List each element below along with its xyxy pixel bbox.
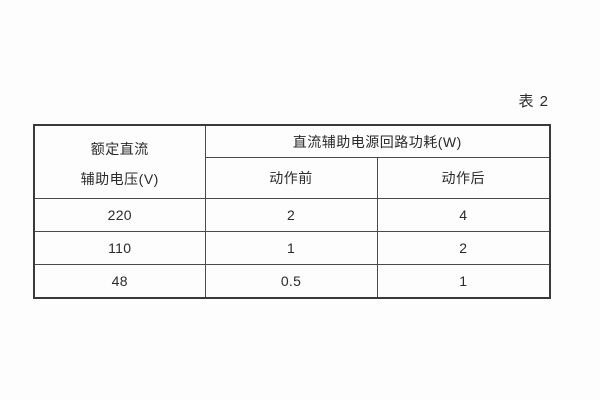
header-rated-voltage-line2: 辅助电压(V) (80, 171, 159, 187)
header-cell-after-operation: 动作后 (376, 157, 551, 199)
cell-after: 4 (376, 198, 551, 232)
table-row: 110 1 2 (33, 231, 551, 265)
cell-voltage: 48 (33, 264, 206, 299)
cell-after: 1 (376, 264, 551, 299)
table-header-row-2: 动作前 动作后 (34, 157, 551, 199)
header-cell-before-operation: 动作前 (204, 157, 378, 199)
table-row: 220 2 4 (33, 198, 551, 232)
cell-voltage: 110 (33, 231, 206, 265)
header-cell-rated-voltage: 额定直流 辅助电压(V) (33, 124, 206, 199)
cell-before: 0.5 (204, 264, 378, 299)
cell-voltage: 220 (33, 198, 206, 232)
table-caption: 表 2 (518, 93, 549, 110)
table-row: 48 0.5 1 (33, 264, 551, 299)
table-container: 额定直流 辅助电压(V) 直流辅助电源回路功耗(W) 动作前 动作后 220 2… (33, 124, 552, 299)
header-rated-voltage-line1: 额定直流 (90, 141, 149, 157)
cell-before: 2 (204, 198, 378, 232)
power-consumption-table: 额定直流 辅助电压(V) 直流辅助电源回路功耗(W) 动作前 动作后 220 2… (33, 124, 552, 299)
table-header-row-1: 额定直流 辅助电压(V) 直流辅助电源回路功耗(W) (33, 124, 551, 199)
cell-before: 1 (204, 231, 378, 265)
cell-after: 2 (376, 231, 551, 265)
header-cell-group-power: 直流辅助电源回路功耗(W) (204, 124, 551, 158)
